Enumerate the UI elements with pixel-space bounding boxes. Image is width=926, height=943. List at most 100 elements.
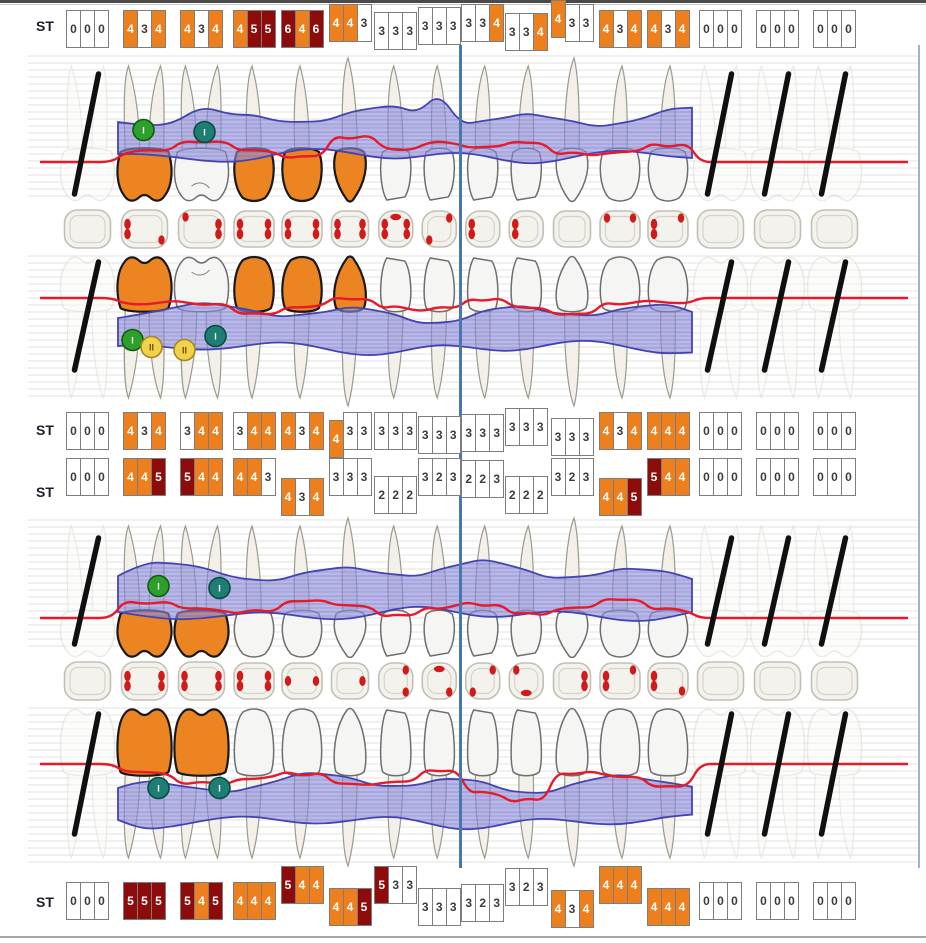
furcation-marker-grade-I[interactable]: I [208, 776, 231, 800]
st-cell[interactable]: 2 [518, 476, 534, 514]
st-cell[interactable]: 3 [612, 10, 628, 48]
st-cell[interactable]: 2 [475, 460, 491, 498]
maxilla-occlusal-tooth-3[interactable] [177, 209, 226, 249]
st-cell[interactable]: 0 [713, 882, 728, 920]
mandible-occlusal-tooth-1[interactable] [63, 661, 112, 701]
st-cell[interactable]: 0 [80, 458, 95, 496]
mandible-occlusal-tooth-13[interactable] [647, 662, 689, 700]
st-cell[interactable]: 3 [461, 884, 477, 922]
st-cell[interactable]: 3 [194, 10, 209, 48]
st-cell[interactable]: 3 [578, 458, 594, 496]
st-cell[interactable]: 4 [598, 10, 614, 48]
st-cell[interactable]: 0 [827, 882, 842, 920]
st-cell[interactable]: 5 [260, 10, 276, 48]
mandible-occlusal-tooth-8[interactable] [421, 662, 458, 700]
st-cell[interactable]: 3 [475, 414, 491, 452]
st-cell[interactable]: 5 [646, 458, 662, 496]
st-cell[interactable]: 4 [308, 478, 324, 516]
st-cell[interactable]: 0 [727, 412, 742, 450]
st-cell[interactable]: 3 [402, 12, 418, 50]
maxilla-occlusal-tooth-16[interactable] [810, 209, 859, 249]
st-cell[interactable]: 3 [417, 7, 433, 45]
st-cell[interactable]: 4 [674, 412, 690, 450]
st-cell[interactable]: 4 [194, 882, 209, 920]
st-cell[interactable]: 0 [727, 10, 742, 48]
maxilla-occlusal-tooth-14[interactable] [696, 209, 745, 249]
st-cell[interactable]: 4 [328, 420, 344, 458]
st-cell[interactable]: 3 [532, 408, 548, 446]
st-cell[interactable]: 6 [280, 10, 296, 48]
st-cell[interactable]: 3 [180, 412, 195, 450]
st-cell[interactable]: 0 [756, 882, 771, 920]
st-cell[interactable]: 3 [612, 412, 628, 450]
st-cell[interactable]: 0 [699, 458, 714, 496]
st-cell[interactable]: 3 [564, 890, 580, 928]
furcation-marker-grade-II[interactable]: II [140, 335, 163, 359]
mandible-occlusal-tooth-3[interactable] [177, 661, 226, 701]
st-cell[interactable]: 0 [813, 10, 828, 48]
st-cell[interactable]: 0 [66, 10, 81, 48]
st-cell[interactable]: 4 [280, 412, 296, 450]
mandible-occlusal-tooth-10[interactable] [508, 662, 545, 700]
st-cell[interactable]: 5 [180, 882, 195, 920]
st-cell[interactable]: 0 [813, 882, 828, 920]
mandible-occlusal-tooth-14[interactable] [696, 661, 745, 701]
mandible-occlusal-tooth-9[interactable] [464, 662, 501, 700]
st-cell[interactable]: 5 [151, 458, 166, 496]
st-cell[interactable]: 3 [402, 866, 418, 904]
st-cell[interactable]: 5 [626, 478, 642, 516]
st-cell[interactable]: 3 [417, 888, 433, 926]
mandible-occlusal-tooth-5[interactable] [281, 662, 323, 700]
st-cell[interactable]: 4 [646, 412, 662, 450]
st-cell[interactable]: 3 [518, 13, 534, 51]
st-cell[interactable]: 4 [660, 888, 676, 926]
st-cell[interactable]: 4 [180, 10, 195, 48]
furcation-marker-grade-I[interactable]: I [147, 574, 170, 598]
st-cell[interactable]: 3 [328, 458, 344, 496]
st-cell[interactable]: 0 [813, 458, 828, 496]
st-cell[interactable]: 0 [770, 10, 785, 48]
st-cell[interactable]: 3 [489, 414, 505, 452]
st-cell[interactable]: 0 [80, 412, 95, 450]
st-cell[interactable]: 3 [445, 416, 461, 454]
st-cell[interactable]: 0 [841, 412, 856, 450]
st-cell[interactable]: 0 [784, 882, 799, 920]
st-cell[interactable]: 3 [232, 412, 248, 450]
st-cell[interactable]: 4 [151, 10, 166, 48]
st-cell[interactable]: 4 [137, 458, 152, 496]
st-cell[interactable]: 0 [841, 882, 856, 920]
st-cell[interactable]: 4 [208, 10, 223, 48]
st-cell[interactable]: 0 [784, 10, 799, 48]
st-cell[interactable]: 4 [123, 10, 138, 48]
st-cell[interactable]: 0 [756, 458, 771, 496]
st-cell[interactable]: 4 [260, 882, 276, 920]
st-cell[interactable]: 0 [727, 458, 742, 496]
st-cell[interactable]: 0 [827, 458, 842, 496]
st-cell[interactable]: 2 [532, 476, 548, 514]
furcation-marker-grade-I[interactable]: I [208, 576, 231, 600]
st-cell[interactable]: 4 [294, 10, 310, 48]
mandible-occlusal-tooth-2[interactable] [120, 661, 169, 701]
st-cell[interactable]: 4 [598, 866, 614, 904]
st-cell[interactable]: 4 [550, 890, 566, 928]
st-cell[interactable]: 0 [94, 10, 109, 48]
st-cell[interactable]: 4 [328, 888, 344, 926]
st-cell[interactable]: 0 [827, 10, 842, 48]
st-cell[interactable]: 3 [417, 458, 433, 496]
st-cell[interactable]: 4 [674, 888, 690, 926]
maxilla-occlusal-tooth-8[interactable] [421, 210, 458, 248]
st-cell[interactable]: 4 [626, 412, 642, 450]
st-cell[interactable]: 4 [232, 10, 248, 48]
st-cell[interactable]: 4 [489, 4, 505, 42]
st-cell[interactable]: 4 [660, 412, 676, 450]
st-cell[interactable]: 0 [66, 458, 81, 496]
st-cell[interactable]: 3 [550, 418, 566, 456]
st-cell[interactable]: 3 [578, 418, 594, 456]
st-cell[interactable]: 2 [518, 868, 534, 906]
st-cell[interactable]: 3 [137, 10, 152, 48]
st-cell[interactable]: 0 [770, 882, 785, 920]
st-cell[interactable]: 2 [461, 460, 477, 498]
st-cell[interactable]: 3 [518, 408, 534, 446]
st-cell[interactable]: 4 [328, 4, 344, 42]
st-cell[interactable]: 3 [137, 412, 152, 450]
